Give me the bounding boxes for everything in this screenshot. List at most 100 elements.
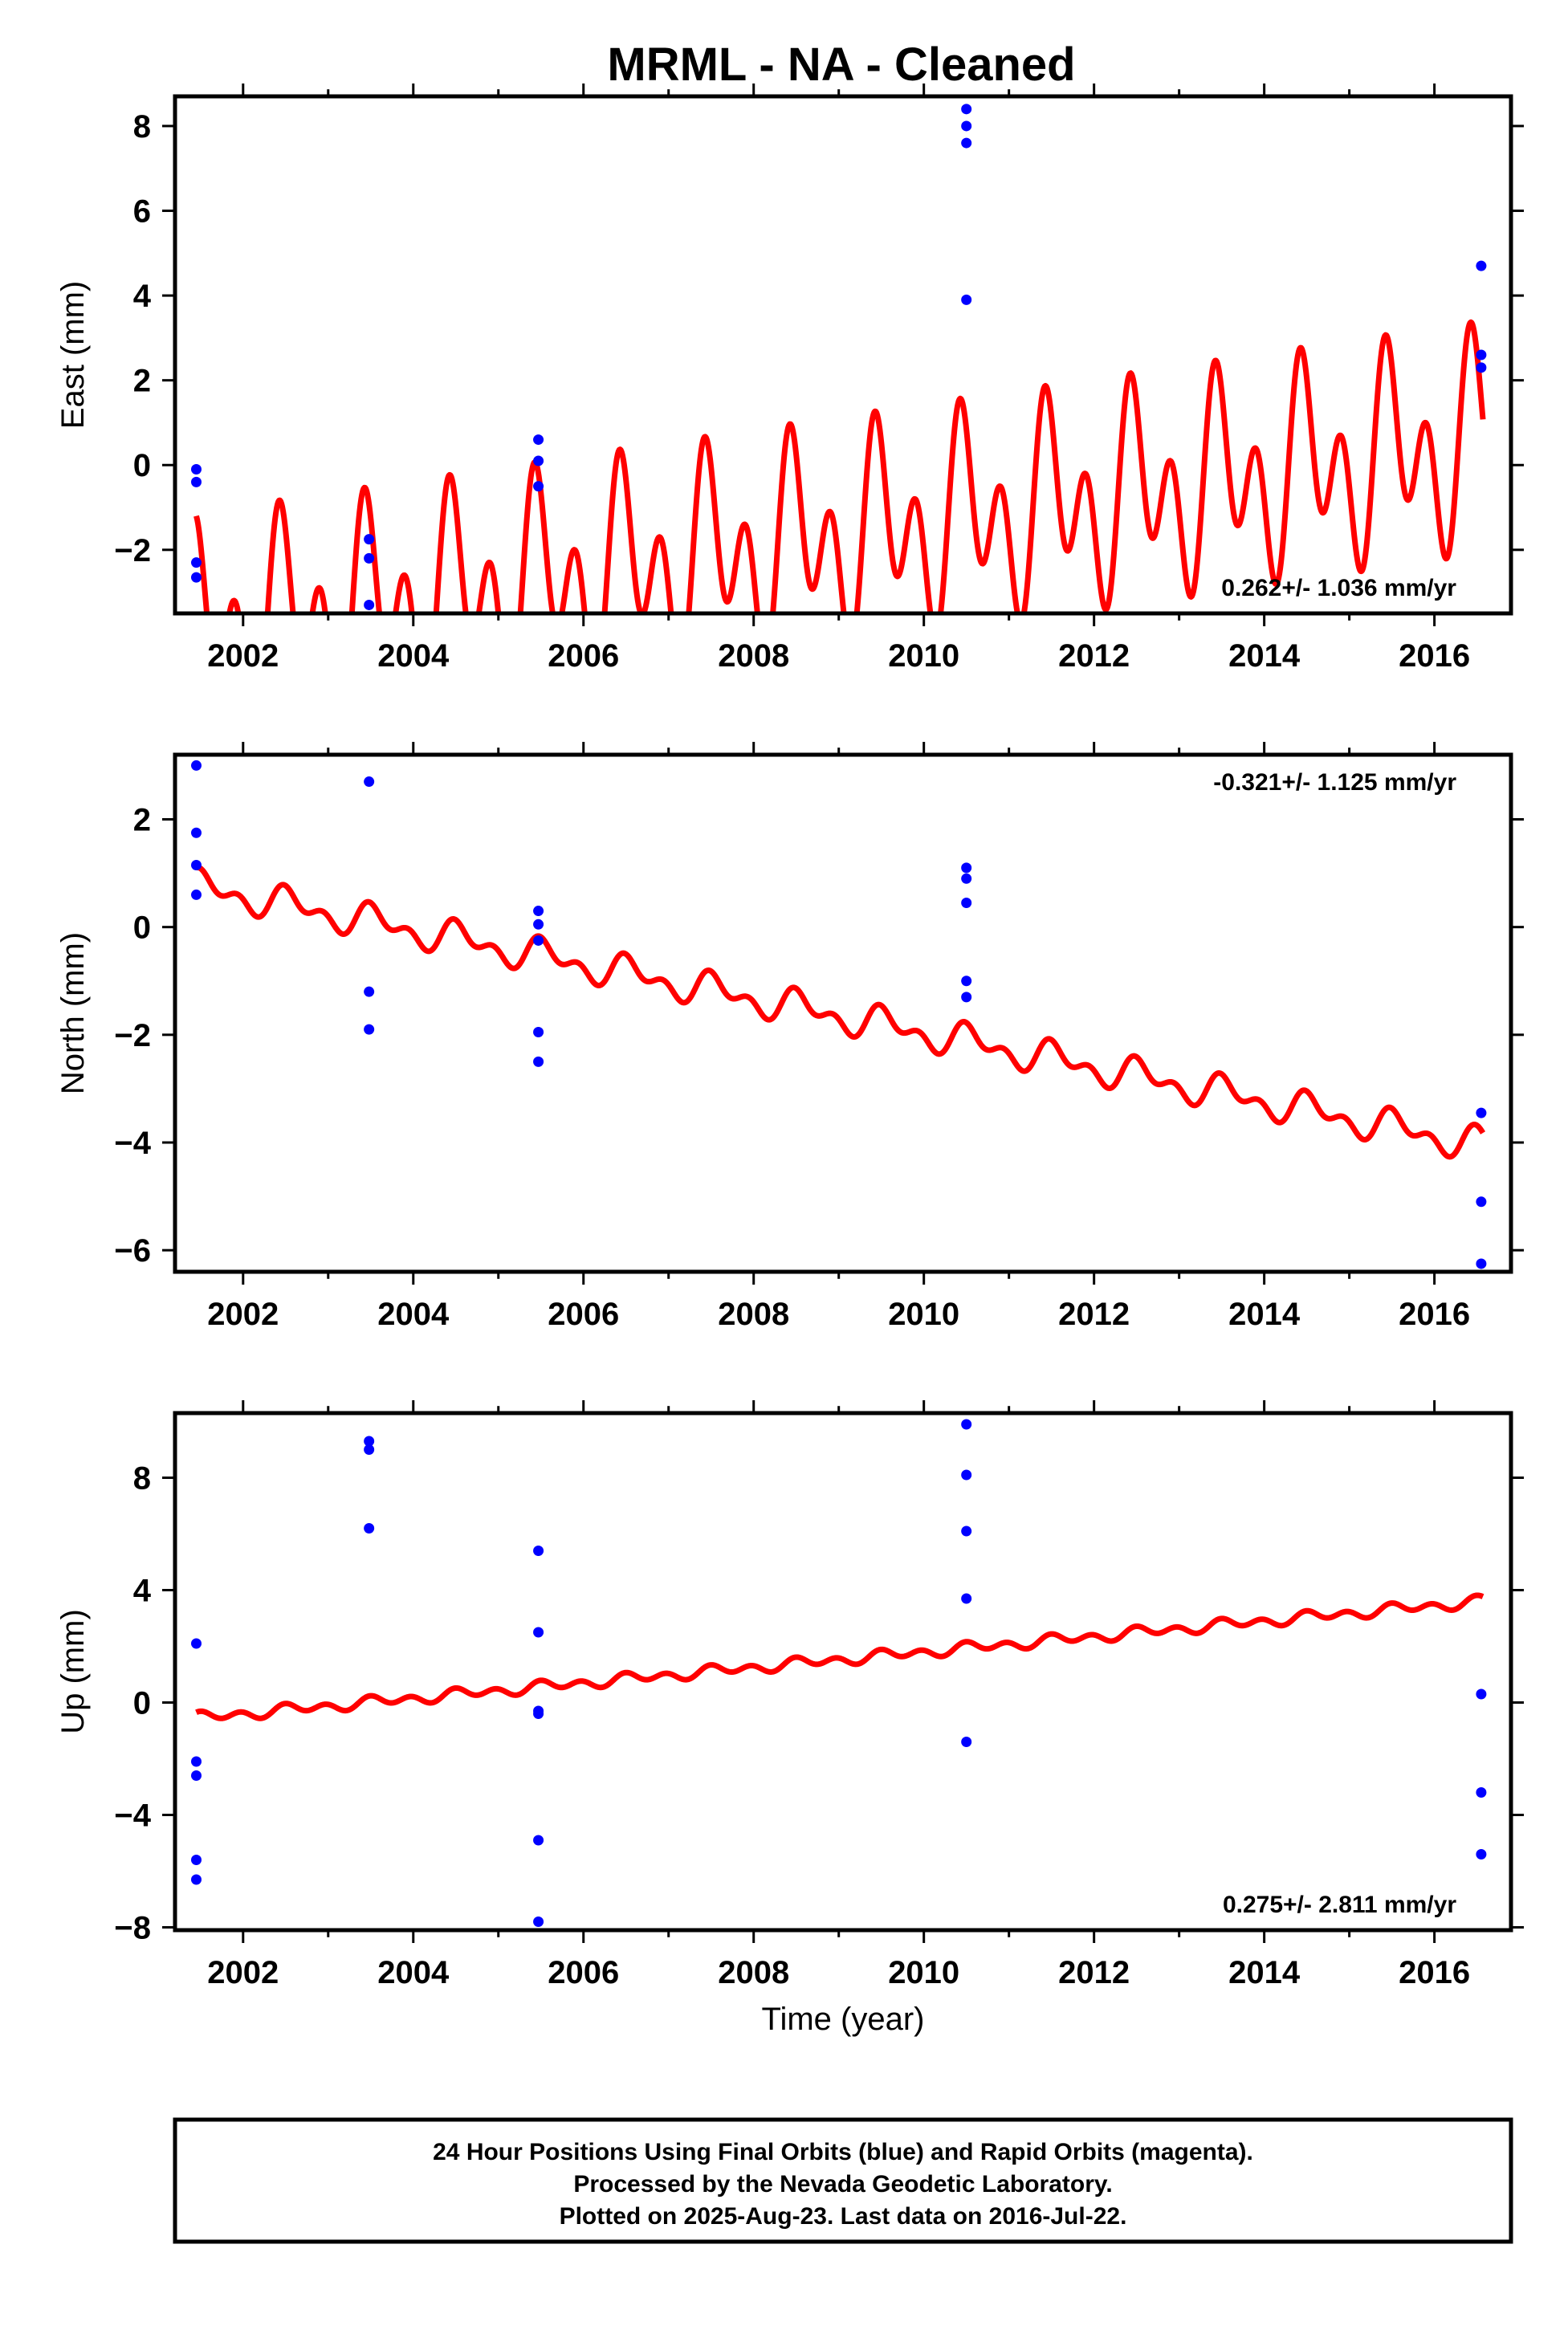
data-point	[191, 464, 202, 475]
data-point	[533, 906, 544, 917]
y-tick-label: −2	[114, 533, 151, 568]
data-point	[961, 992, 972, 1003]
data-point	[961, 1469, 972, 1481]
x-tick-label: 2010	[888, 638, 959, 674]
data-point	[1476, 349, 1487, 360]
x-tick-label: 2008	[718, 638, 789, 674]
y-tick-label: 4	[133, 1574, 152, 1609]
data-point	[364, 1523, 375, 1534]
y-tick-label: 8	[133, 109, 151, 145]
data-point	[533, 455, 544, 466]
data-point	[533, 1026, 544, 1037]
data-point	[533, 1709, 544, 1719]
data-point	[191, 1874, 202, 1885]
data-point	[961, 1737, 972, 1747]
y-tick-label: 2	[133, 364, 151, 399]
data-point	[364, 1444, 375, 1455]
plot-frame	[173, 1411, 1513, 1933]
data-point	[533, 1835, 544, 1846]
data-point	[533, 919, 544, 930]
x-tick-label: 2012	[1058, 1297, 1130, 1332]
footer-box: 24 Hour Positions Using Final Orbits (bl…	[173, 2117, 1513, 2244]
x-tick-label: 2006	[548, 1297, 619, 1332]
north-panel: 2002 2004 2006 2008 2010 2012 2014 2016 −6 −4 −2 0 2…	[55, 742, 1524, 1332]
x-tick-label: 2016	[1399, 1955, 1470, 1990]
data-point	[364, 776, 375, 788]
model-fit-line	[193, 319, 1486, 613]
x-tick-label: 2004	[377, 1297, 450, 1332]
plot-frame	[173, 752, 1513, 1274]
data-point	[961, 1593, 972, 1604]
x-tick-label: 2016	[1399, 1297, 1470, 1332]
model-fit-line	[194, 1592, 1485, 1721]
data-point	[1476, 260, 1487, 271]
x-tick-label: 2008	[718, 1955, 789, 1990]
data-point	[961, 294, 972, 305]
data-point	[961, 137, 972, 149]
data-point	[191, 1855, 202, 1865]
up-panel: 2002 2004 2006 2008 2010 2012 2014 2016 −8 −4 0 4 8 U…	[55, 1400, 1524, 2037]
data-point	[191, 1638, 202, 1649]
y-axis-label: North (mm)	[55, 932, 91, 1094]
model-fit-line	[194, 865, 1486, 1160]
rate-annotation: -0.321+/- 1.125 mm/yr	[1213, 769, 1456, 796]
y-tick-label: 0	[133, 910, 151, 946]
x-tick-label: 2002	[207, 638, 279, 674]
x-tick-label: 2006	[548, 638, 619, 674]
x-tick-label: 2006	[548, 1955, 619, 1990]
data-point	[191, 557, 202, 568]
data-point	[364, 599, 375, 610]
chart-title: MRML - NA - Cleaned	[607, 39, 1075, 91]
data-point	[364, 1436, 375, 1447]
data-point	[191, 760, 202, 771]
data-point	[533, 481, 544, 492]
x-tick-label: 2002	[207, 1955, 279, 1990]
data-point	[364, 534, 375, 545]
y-tick-label: −8	[114, 1911, 151, 1946]
y-tick-label: 6	[133, 194, 151, 230]
data-point	[1476, 1787, 1487, 1798]
y-tick-label: 4	[133, 279, 152, 314]
x-tick-label: 2010	[888, 1955, 959, 1990]
y-tick-label: −6	[114, 1233, 151, 1269]
x-tick-label: 2004	[377, 638, 450, 674]
rate-annotation: 0.275+/- 2.811 mm/yr	[1223, 1892, 1456, 1918]
data-point	[961, 976, 972, 987]
data-point	[961, 1419, 972, 1430]
footer-line-3: Plotted on 2025-Aug-23. Last data on 201…	[560, 2203, 1127, 2230]
data-point	[1476, 1688, 1487, 1700]
data-point	[961, 897, 972, 908]
y-tick-label: −4	[114, 1126, 151, 1161]
x-tick-label: 2004	[377, 1955, 450, 1990]
plot-frame	[173, 94, 1513, 616]
x-tick-label: 2002	[207, 1297, 279, 1332]
y-axis-label: Up (mm)	[55, 1609, 91, 1734]
x-tick-label: 2008	[718, 1297, 789, 1332]
data-point	[1476, 1258, 1487, 1269]
data-point	[191, 572, 202, 583]
y-tick-label: 8	[133, 1461, 151, 1497]
data-point	[961, 873, 972, 884]
data-point	[533, 1546, 544, 1556]
data-point	[191, 889, 202, 900]
data-point	[961, 862, 972, 874]
data-point	[364, 1024, 375, 1035]
footer-border	[173, 2117, 1513, 2244]
rate-annotation: 0.262+/- 1.036 mm/yr	[1221, 575, 1456, 601]
x-axis-label: Time (year)	[762, 2002, 925, 2037]
data-point	[1476, 1849, 1487, 1859]
data-point	[191, 827, 202, 838]
footer-line-2: Processed by the Nevada Geodetic Laborat…	[573, 2171, 1112, 2198]
data-point	[961, 104, 972, 115]
x-tick-label: 2012	[1058, 1955, 1130, 1990]
x-tick-label: 2012	[1058, 638, 1130, 674]
x-tick-label: 2014	[1228, 1297, 1301, 1332]
y-tick-label: 2	[133, 803, 151, 838]
data-point	[533, 1627, 544, 1638]
data-point	[533, 1916, 544, 1927]
x-tick-label: 2016	[1399, 638, 1470, 674]
x-tick-label: 2010	[888, 1297, 959, 1332]
data-point	[1476, 1107, 1487, 1118]
data-point	[364, 986, 375, 997]
